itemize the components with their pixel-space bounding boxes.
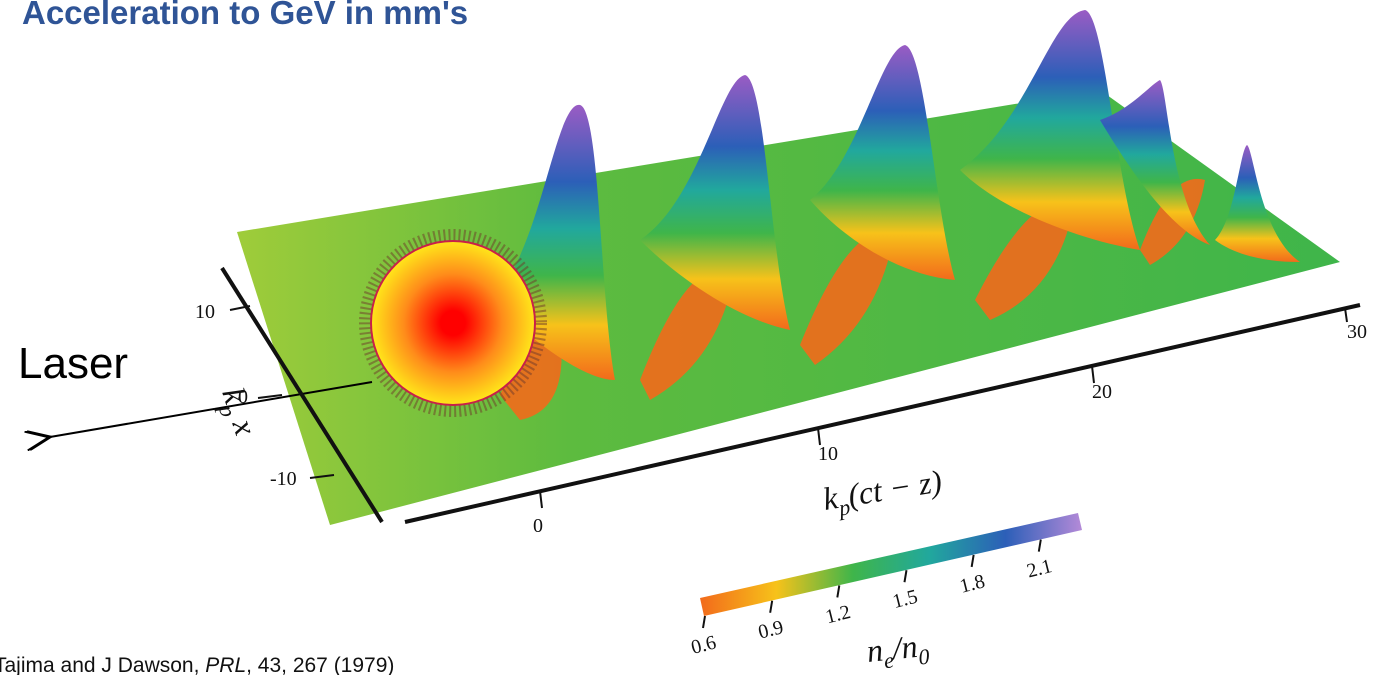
label-part: n: [899, 628, 919, 665]
x-tick-label: 20: [1092, 381, 1112, 403]
colorbar-label: ne/n0: [865, 627, 931, 675]
y-axis-label: kp x: [210, 383, 265, 441]
laser-label: Laser: [18, 339, 128, 388]
x-tick-label: 0: [533, 515, 543, 537]
colorbar-tick: [904, 570, 906, 582]
citation: Tajima and J Dawson, PRL, 43, 267 (1979): [0, 654, 394, 675]
page: Slide {"title": "Acceleration to GeV in …: [0, 0, 1378, 675]
citation-details: , 43, 267 (1979): [246, 654, 394, 675]
citation-authors: Tajima and J Dawson,: [0, 654, 205, 675]
subscript: 0: [917, 644, 931, 670]
colorbar-tick-label: 0.6: [689, 631, 719, 658]
x-tick-label: 10: [818, 443, 838, 465]
colorbar-tick-label: 0.9: [756, 616, 786, 643]
colorbar-tick-label: 1.2: [823, 601, 853, 628]
colorbar-tick-label: 2.1: [1025, 555, 1055, 582]
x-axis-label: kp(ct − z): [820, 463, 945, 523]
colorbar-tick: [770, 601, 772, 613]
y-tick-label: -10: [270, 468, 297, 490]
citation-journal: PRL: [205, 654, 246, 675]
colorbar-tick: [972, 555, 974, 567]
colorbar-tick: [1039, 540, 1041, 552]
slide: Acceleration to GeV in mm's Laser 10 0 -…: [0, 0, 1378, 675]
label-part: n: [865, 631, 885, 668]
x-tick-label: 30: [1347, 321, 1367, 343]
label-part: (ct − z): [845, 463, 944, 513]
colorbar-tick: [837, 585, 839, 597]
colorbar-tick: [703, 616, 705, 628]
slide-canvas: Acceleration to GeV in mm's Laser 10 0 -…: [0, 0, 1378, 675]
slide-title: Acceleration to GeV in mm's: [22, 0, 468, 31]
y-tick-label: 10: [195, 301, 215, 323]
colorbar-tick-label: 1.8: [958, 570, 988, 597]
colorbar-tick-label: 1.5: [890, 586, 920, 613]
laser-pulse: [371, 241, 535, 405]
